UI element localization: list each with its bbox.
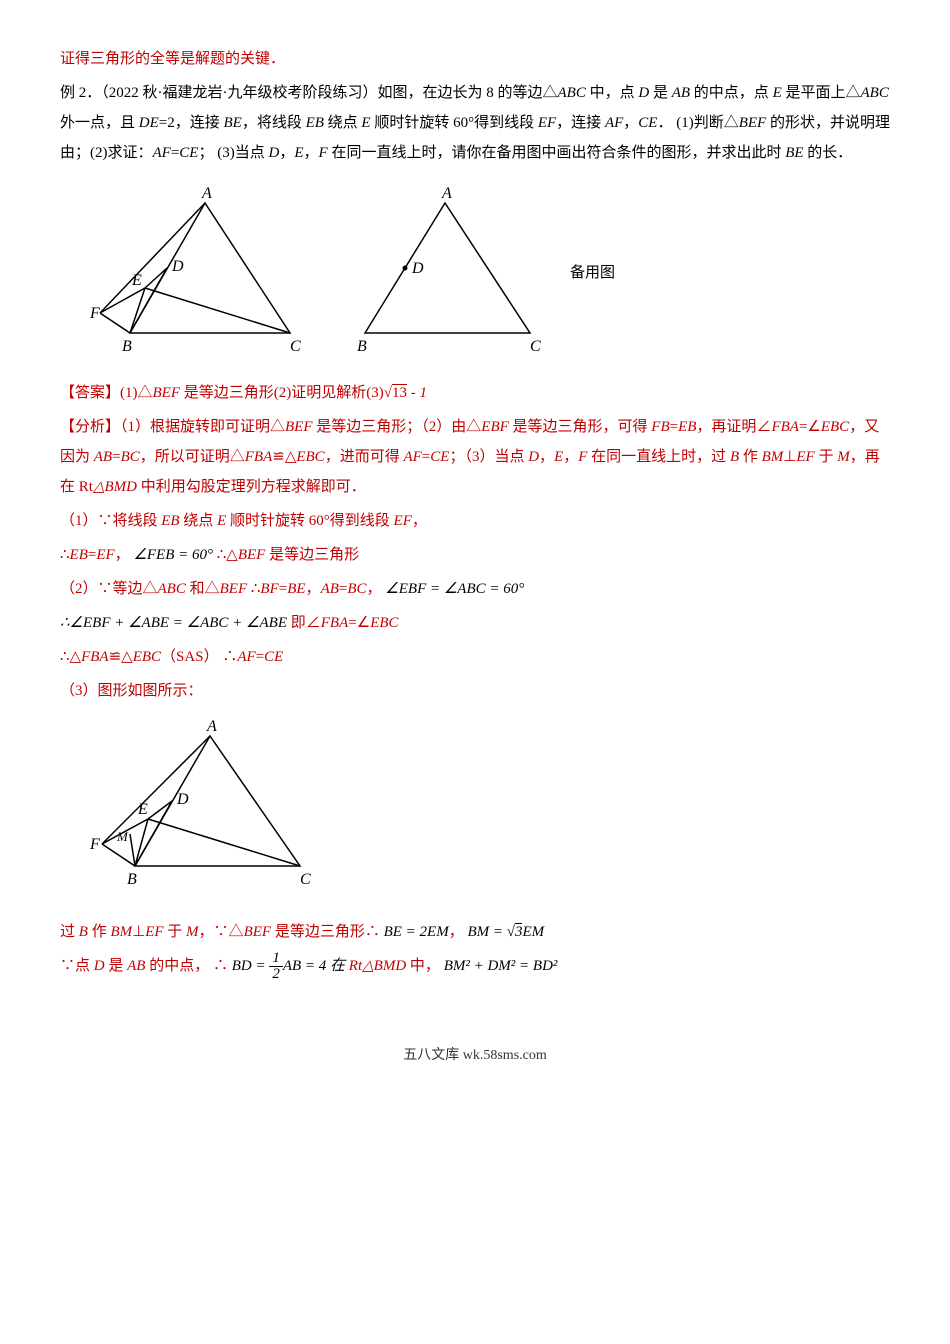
svg-text:B: B bbox=[127, 871, 137, 888]
solution-figure: A B C D E F M bbox=[90, 716, 890, 907]
step1-line1: （1）∵将线段 EB 绕点 E 顺时针旋转 60°得到线段 EF， bbox=[60, 506, 890, 536]
key-point-text: 证得三角形的全等是解题的关键． bbox=[60, 44, 890, 74]
svg-text:M: M bbox=[116, 829, 129, 844]
svg-text:D: D bbox=[171, 258, 184, 275]
step3-line2: ∵点 D 是 AB 的中点， ∴ BD = 12AB = 4 在 Rt△BMD … bbox=[60, 951, 890, 982]
svg-text:D: D bbox=[176, 791, 189, 808]
figure-2-backup: A B C D bbox=[340, 183, 550, 363]
svg-text:E: E bbox=[137, 801, 148, 818]
footer-text: 五八文库 wk.58sms.com bbox=[60, 1042, 890, 1070]
step2-line2: ∴∠EBF + ∠ABE = ∠ABC + ∠ABE 即∠FBA=∠EBC bbox=[60, 608, 890, 638]
svg-text:A: A bbox=[441, 185, 452, 202]
problem-figures: A B C D E F A B C D 备用图 bbox=[90, 183, 890, 363]
svg-text:C: C bbox=[300, 871, 311, 888]
svg-text:A: A bbox=[206, 718, 217, 735]
step2-line3: ∴△FBA≌△EBC（SAS） ∴AF=CE bbox=[60, 642, 890, 672]
svg-text:F: F bbox=[90, 836, 100, 853]
step2-line1: （2）∵等边△ABC 和△BEF ∴BF=BE，AB=BC， ∠EBF = ∠A… bbox=[60, 574, 890, 604]
svg-text:C: C bbox=[290, 338, 301, 355]
figure-1: A B C D E F bbox=[90, 183, 320, 363]
step3-label: （3）图形如图所示： bbox=[60, 676, 890, 706]
svg-text:B: B bbox=[357, 338, 367, 355]
svg-text:D: D bbox=[411, 260, 424, 277]
svg-text:B: B bbox=[122, 338, 132, 355]
backup-figure-label: 备用图 bbox=[570, 258, 615, 288]
analysis-text: 【分析】（1）根据旋转即可证明△BEF 是等边三角形；（2）由△EBF 是等边三… bbox=[60, 412, 890, 502]
answer-line: 【答案】(1)△BEF 是等边三角形(2)证明见解析(3)√13 - 1 bbox=[60, 378, 890, 408]
svg-text:E: E bbox=[131, 272, 142, 289]
step3-line1: 过 B 作 BM⊥EF 于 M，∵△BEF 是等边三角形∴ BE = 2EM， … bbox=[60, 917, 890, 947]
svg-text:C: C bbox=[530, 338, 541, 355]
svg-text:F: F bbox=[90, 305, 100, 322]
svg-text:A: A bbox=[201, 185, 212, 202]
step1-line2: ∴EB=EF， ∠FEB = 60° ∴△BEF 是等边三角形 bbox=[60, 540, 890, 570]
problem-text: 例 2．（2022 秋·福建龙岩·九年级校考阶段练习）如图，在边长为 8 的等边… bbox=[60, 78, 890, 168]
